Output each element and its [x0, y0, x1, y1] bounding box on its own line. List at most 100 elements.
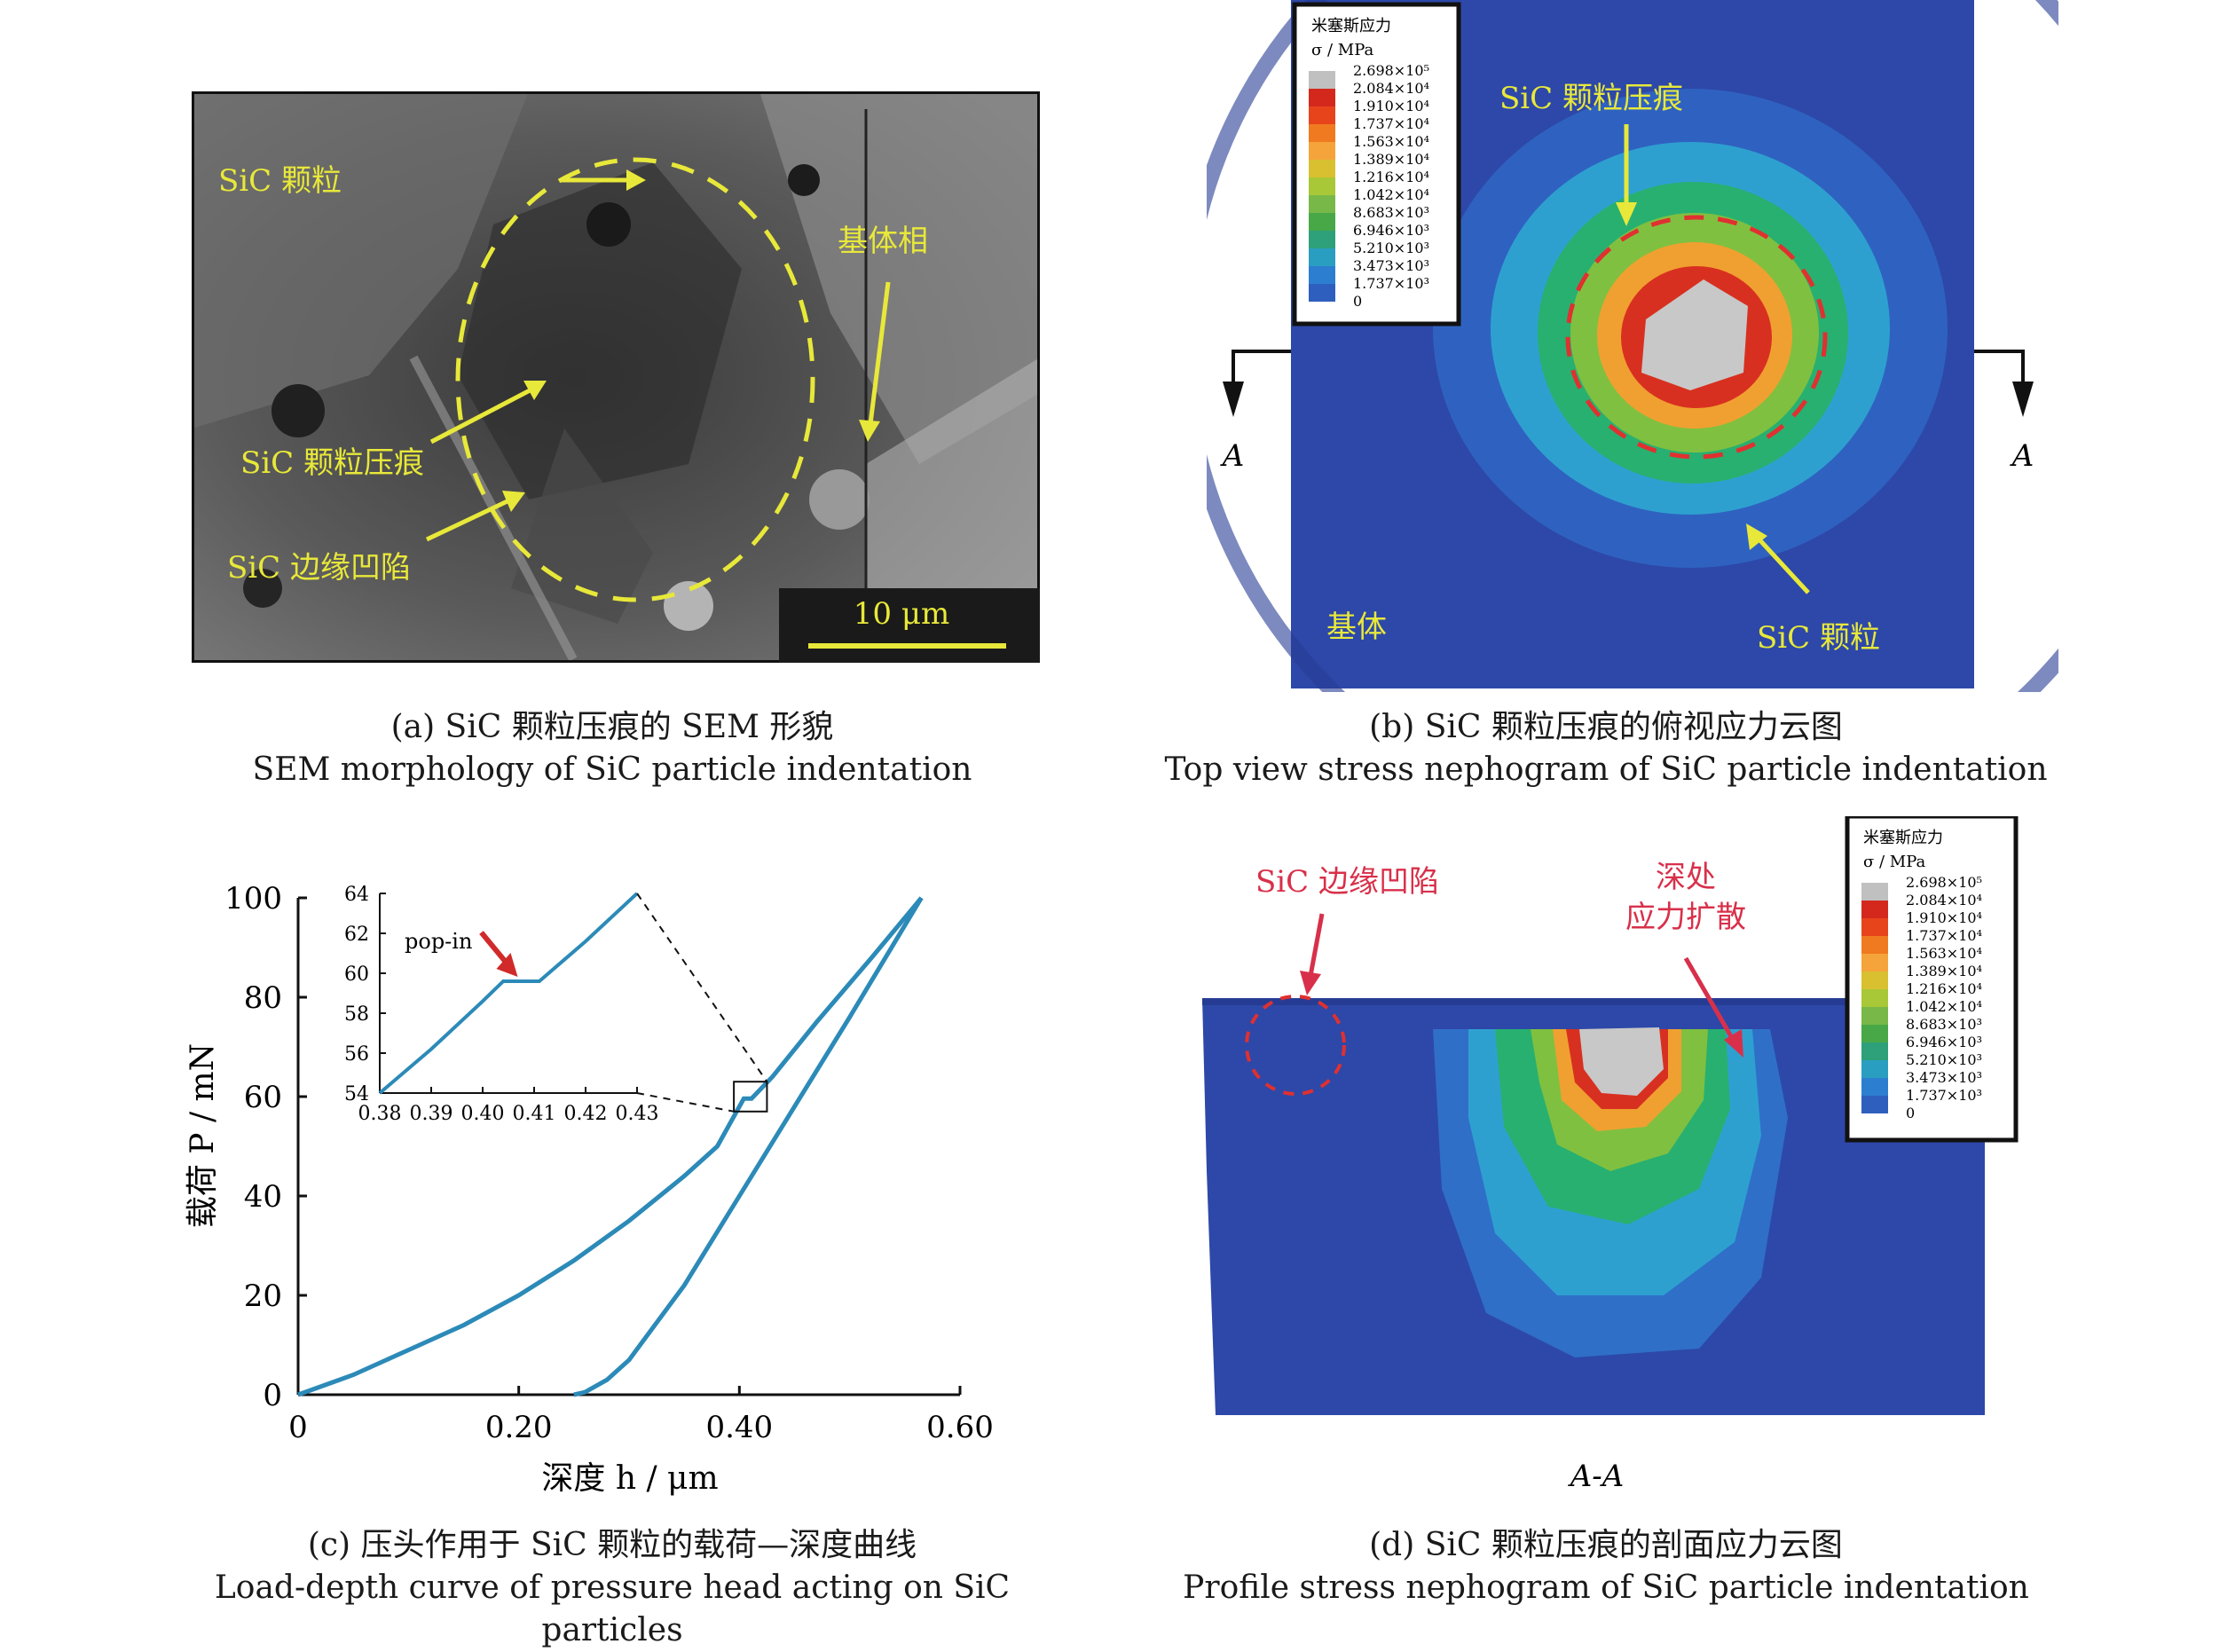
arrow-icon [523, 381, 547, 400]
label-matrix: 基体 [1326, 610, 1387, 645]
caption-d-cn: (d) SiC 颗粒压痕的剖面应力云图 [1369, 1527, 1843, 1563]
caption-a: (a) SiC 颗粒压痕的 SEM 形貌 SEM morphology of S… [169, 706, 1056, 791]
legend-color-swatch [1309, 124, 1335, 142]
legend-color-swatch [1309, 177, 1335, 195]
pop-in-label: pop-in [405, 929, 472, 954]
caption-c-cn: (c) 压头作用于 SiC 颗粒的载荷—深度曲线 [307, 1527, 917, 1563]
load-depth-chart: 0 0.20 0.40 0.60 0 20 40 60 80 100 0.38 0.39 0.40 0.… [185, 881, 994, 1497]
x-tick-label: 0.60 [926, 1410, 994, 1445]
x-tick-label: 0.40 [705, 1410, 773, 1445]
legend-scale: 2.698×10⁵2.084×10⁴1.910×10⁴1.737×10⁴1.56… [1309, 62, 1429, 310]
legend-color-swatch [1861, 1078, 1888, 1096]
legend-value-label: 1.563×10⁴ [1906, 945, 1982, 962]
legend-value-label: 1.042×10⁴ [1906, 998, 1982, 1015]
inset-x-tick-label: 0.39 [410, 1103, 453, 1125]
legend-color-swatch [1861, 918, 1888, 936]
legend-color-swatch [1861, 901, 1888, 918]
y-tick-label: 60 [244, 1080, 282, 1115]
zoom-box [733, 1081, 768, 1113]
legend-color-swatch [1861, 1025, 1888, 1042]
legend-value-label: 3.473×10³ [1353, 257, 1429, 274]
legend-value-label: 8.683×10³ [1353, 204, 1429, 221]
inset-x-tick-label: 0.41 [513, 1103, 556, 1125]
legend-color-swatch [1309, 213, 1335, 231]
y-tick-label: 0 [263, 1378, 282, 1413]
legend-color-swatch [1309, 71, 1335, 89]
legend-value-label: 6.946×10³ [1353, 222, 1429, 239]
legend-value-label: 1.737×10⁴ [1353, 115, 1429, 132]
unloading-curve [573, 896, 924, 1397]
legend-color-swatch [1861, 972, 1888, 989]
legend-scale: 2.698×10⁵2.084×10⁴1.910×10⁴1.737×10⁴1.56… [1861, 874, 1982, 1121]
caption-c: (c) 压头作用于 SiC 颗粒的载荷—深度曲线 Load-depth curv… [169, 1524, 1056, 1652]
legend-value-label: 2.698×10⁵ [1906, 874, 1982, 891]
scale-bar-box [779, 588, 1040, 663]
legend-color-swatch [1861, 1096, 1888, 1113]
arrow-icon [1724, 1029, 1743, 1058]
y-tick-label: 100 [224, 881, 282, 916]
legend-color-swatch [1861, 1060, 1888, 1078]
inset-y-tick-label: 64 [344, 884, 369, 906]
label-edge-pit: SiC 边缘凹陷 [227, 550, 411, 586]
label-particle: SiC 颗粒 [1757, 620, 1880, 656]
legend-value-label: 8.683×10³ [1906, 1016, 1982, 1033]
profile-nephogram: 米塞斯应力 σ / MPa 2.698×10⁵2.084×10⁴1.910×10… [1202, 814, 2019, 1494]
section-label-left: A [1220, 438, 1245, 474]
arrow-icon [1300, 971, 1321, 995]
legend-color-swatch [1309, 142, 1335, 160]
legend-value-label: 1.042×10⁴ [1353, 186, 1429, 203]
caption-a-cn: (a) SiC 颗粒压痕的 SEM 形貌 [390, 709, 834, 745]
inset-x-tick-label: 0.43 [616, 1103, 659, 1125]
indent-dashed-ring [1565, 215, 1828, 460]
y-tick-label: 40 [244, 1179, 282, 1215]
legend-color-swatch [1309, 160, 1335, 177]
y-tick-label: 80 [244, 980, 282, 1016]
caption-b-en: Top view stress nephogram of SiC particl… [1164, 751, 2048, 788]
caption-d-en: Profile stress nephogram of SiC particle… [1183, 1569, 2029, 1606]
inset-y-tick-label: 54 [344, 1083, 369, 1105]
panel-a-sem-image: SiC 颗粒 基体相 SiC 颗粒压痕 SiC 边缘凹陷 10 μm [189, 89, 1043, 665]
legend-color-swatch [1861, 883, 1888, 901]
inset-x-tick-label: 0.40 [461, 1103, 505, 1125]
legend-value-label: 1.216×10⁴ [1906, 980, 1982, 997]
legend-value-label: 1.563×10⁴ [1353, 133, 1429, 150]
inset-x-tick-label: 0.42 [564, 1103, 608, 1125]
indent-core [1641, 279, 1748, 390]
legend-value-label: 1.216×10⁴ [1353, 169, 1429, 185]
caption-a-en: SEM morphology of SiC particle indentati… [252, 751, 972, 788]
x-tick-label: 0.20 [485, 1410, 553, 1445]
arrow-icon [1746, 523, 1767, 550]
arrow-icon [626, 169, 646, 191]
label-matrix-phase: 基体相 [838, 224, 928, 259]
legend-color-swatch [1861, 954, 1888, 972]
legend-value-label: 6.946×10³ [1906, 1034, 1982, 1050]
section-label-right: A [2010, 438, 2034, 474]
panel-c-chart: 0 0.20 0.40 0.60 0 20 40 60 80 100 0.38 0.39 0.40 0.… [169, 852, 1056, 1517]
caption-b-cn: (b) SiC 颗粒压痕的俯视应力云图 [1369, 709, 1843, 745]
legend-color-swatch [1309, 106, 1335, 124]
loading-curve [297, 896, 924, 1397]
caption-c-en: Load-depth curve of pressure head acting… [214, 1569, 1011, 1648]
legend-color-swatch [1309, 195, 1335, 213]
legend-value-label: 2.084×10⁴ [1353, 80, 1429, 97]
sem-micrograph: SiC 颗粒 基体相 SiC 颗粒压痕 SiC 边缘凹陷 10 μm [189, 89, 1043, 665]
legend-value-label: 2.698×10⁵ [1353, 62, 1429, 79]
top-view-nephogram: 米塞斯应力 σ / MPa 2.698×10⁵2.084×10⁴1.910×10… [1177, 0, 2186, 842]
inset-curve [378, 892, 639, 1095]
legend-title: 米塞斯应力 [1311, 17, 1391, 35]
legend-title: 米塞斯应力 [1863, 829, 1943, 847]
panel-b-top-view: 米塞斯应力 σ / MPa 2.698×10⁵ 2.084×10⁴ 1.910×10… [1177, 0, 2186, 842]
label-indent: SiC 颗粒压痕 [240, 445, 424, 481]
caption-b: (b) SiC 颗粒压痕的俯视应力云图 Top view stress neph… [1162, 706, 2050, 791]
legend-color-swatch [1309, 248, 1335, 266]
legend-color-swatch [1309, 266, 1335, 284]
y-axis-label: 载荷 P / mN [185, 1043, 221, 1228]
legend-value-label: 5.210×10³ [1353, 240, 1429, 256]
legend-color-swatch [1861, 989, 1888, 1007]
label-deep-1: 深处 [1656, 860, 1716, 895]
x-axis-label: 深度 h / μm [541, 1460, 718, 1497]
caption-d: (d) SiC 颗粒压痕的剖面应力云图 Profile stress nepho… [1162, 1524, 2050, 1609]
legend-value-label: 3.473×10³ [1906, 1069, 1982, 1086]
legend-value-label: 1.737×10⁴ [1906, 927, 1982, 944]
legend-value-label: 1.910×10⁴ [1906, 909, 1982, 926]
